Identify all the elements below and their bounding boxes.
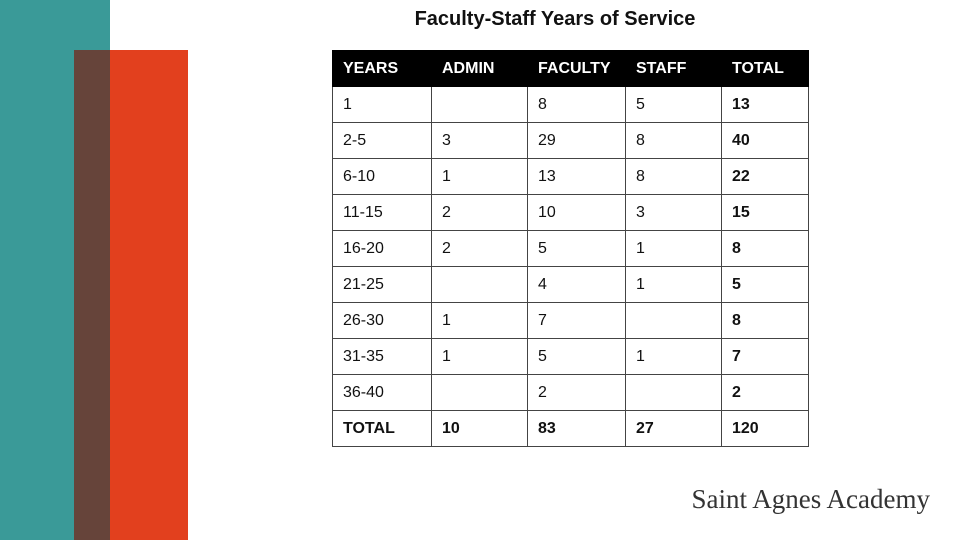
cell-admin: 1 xyxy=(431,302,528,339)
total-cell-total: 120 xyxy=(721,410,809,447)
cell-staff: 1 xyxy=(625,230,722,267)
cell-faculty: 13 xyxy=(527,158,626,195)
table-row: 1 8 5 13 xyxy=(332,86,809,123)
cell-total: 5 xyxy=(721,266,809,303)
cell-admin xyxy=(431,86,528,123)
cell-years: 2-5 xyxy=(332,122,432,159)
cell-staff: 1 xyxy=(625,266,722,303)
table-row: 21-25 4 1 5 xyxy=(332,266,809,303)
slide-title: Faculty-Staff Years of Service xyxy=(414,8,696,30)
table-row: 6-10 1 13 8 22 xyxy=(332,158,809,195)
total-cell-staff: 27 xyxy=(625,410,722,447)
saint-agnes-academy-logo: Saint Agnes Academy xyxy=(691,484,930,514)
table-row: 2-5 3 29 8 40 xyxy=(332,122,809,159)
cell-total: 22 xyxy=(721,158,809,195)
table-total-row: TOTAL 10 83 27 120 xyxy=(332,410,809,447)
table-row: 26-30 1 7 8 xyxy=(332,302,809,339)
cell-staff: 1 xyxy=(625,338,722,375)
cell-years: 6-10 xyxy=(332,158,432,195)
cell-total: 8 xyxy=(721,302,809,339)
cell-faculty: 5 xyxy=(527,230,626,267)
cell-admin: 1 xyxy=(431,338,528,375)
cell-staff: 8 xyxy=(625,158,722,195)
cell-years: 31-35 xyxy=(332,338,432,375)
total-cell-years: TOTAL xyxy=(332,410,432,447)
cell-total: 40 xyxy=(721,122,809,159)
header-total: TOTAL xyxy=(721,50,809,87)
cell-faculty: 5 xyxy=(527,338,626,375)
cell-faculty: 4 xyxy=(527,266,626,303)
table-row: 36-40 2 2 xyxy=(332,374,809,411)
header-faculty: FACULTY xyxy=(527,50,626,87)
cell-total: 2 xyxy=(721,374,809,411)
cell-staff xyxy=(625,374,722,411)
header-years: YEARS xyxy=(332,50,432,87)
cell-admin: 2 xyxy=(431,230,528,267)
cell-admin xyxy=(431,374,528,411)
cell-years: 21-25 xyxy=(332,266,432,303)
cell-staff: 3 xyxy=(625,194,722,231)
cell-total: 7 xyxy=(721,338,809,375)
cell-admin: 1 xyxy=(431,158,528,195)
total-cell-admin: 10 xyxy=(431,410,528,447)
header-staff: STAFF xyxy=(625,50,722,87)
cell-staff: 5 xyxy=(625,86,722,123)
cell-total: 13 xyxy=(721,86,809,123)
table-row: 16-20 2 5 1 8 xyxy=(332,230,809,267)
cell-staff xyxy=(625,302,722,339)
cell-faculty: 2 xyxy=(527,374,626,411)
table-row: 31-35 1 5 1 7 xyxy=(332,338,809,375)
cell-total: 8 xyxy=(721,230,809,267)
cell-faculty: 10 xyxy=(527,194,626,231)
cell-total: 15 xyxy=(721,194,809,231)
cell-years: 1 xyxy=(332,86,432,123)
cell-years: 36-40 xyxy=(332,374,432,411)
decorative-bar-brown xyxy=(74,50,112,540)
cell-admin: 3 xyxy=(431,122,528,159)
cell-faculty: 8 xyxy=(527,86,626,123)
total-cell-faculty: 83 xyxy=(527,410,626,447)
cell-years: 16-20 xyxy=(332,230,432,267)
cell-staff: 8 xyxy=(625,122,722,159)
decorative-bar-red xyxy=(110,50,188,540)
cell-years: 11-15 xyxy=(332,194,432,231)
header-admin: ADMIN xyxy=(431,50,528,87)
cell-admin xyxy=(431,266,528,303)
table-header-row: YEARS ADMIN FACULTY STAFF TOTAL xyxy=(332,50,809,87)
cell-years: 26-30 xyxy=(332,302,432,339)
table-row: 11-15 2 10 3 15 xyxy=(332,194,809,231)
cell-admin: 2 xyxy=(431,194,528,231)
cell-faculty: 29 xyxy=(527,122,626,159)
years-of-service-table: YEARS ADMIN FACULTY STAFF TOTAL 1 8 5 13 2-5… xyxy=(332,50,809,447)
cell-faculty: 7 xyxy=(527,302,626,339)
